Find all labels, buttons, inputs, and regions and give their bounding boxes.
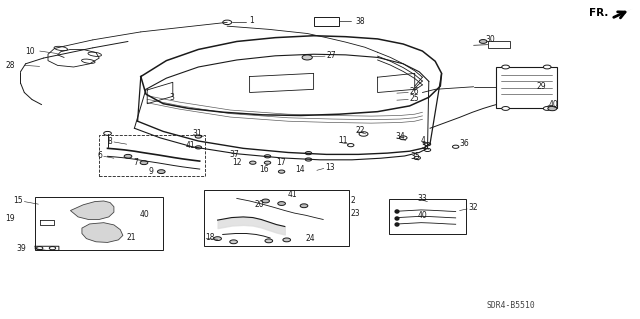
Text: 13: 13 [325, 163, 335, 172]
Circle shape [195, 135, 202, 138]
Text: 38: 38 [355, 17, 365, 26]
Text: 1: 1 [250, 16, 254, 25]
Circle shape [262, 199, 269, 203]
Text: 2: 2 [351, 196, 355, 204]
Bar [204, 190, 349, 246]
Text: 4: 4 [421, 137, 426, 145]
Text: 8: 8 [108, 137, 112, 146]
Circle shape [36, 247, 43, 250]
Circle shape [124, 154, 132, 158]
Circle shape [300, 204, 308, 208]
Text: 7: 7 [133, 158, 138, 167]
Text: 39: 39 [16, 244, 26, 253]
Text: 20: 20 [255, 200, 264, 209]
Text: 14: 14 [296, 165, 305, 174]
Text: 22: 22 [355, 126, 365, 135]
Circle shape [305, 158, 312, 161]
Text: 31: 31 [192, 129, 202, 138]
Circle shape [230, 240, 237, 244]
Bar [488, 41, 510, 48]
Ellipse shape [88, 52, 102, 56]
Circle shape [157, 170, 165, 174]
Circle shape [104, 131, 111, 135]
Text: 17: 17 [276, 158, 286, 167]
Circle shape [283, 238, 291, 242]
Text: 36: 36 [460, 139, 469, 148]
Text: 16: 16 [259, 165, 269, 174]
Circle shape [302, 55, 312, 60]
Text: 11: 11 [338, 137, 348, 145]
Circle shape [502, 107, 509, 110]
Text: 28: 28 [5, 61, 15, 70]
Text: 34: 34 [396, 132, 405, 141]
Circle shape [502, 65, 509, 69]
Text: 37: 37 [229, 150, 239, 159]
Circle shape [49, 247, 56, 250]
Text: 40: 40 [140, 210, 149, 219]
Text: 26: 26 [410, 87, 419, 96]
Circle shape [305, 152, 312, 155]
Circle shape [195, 146, 202, 149]
Text: 3: 3 [170, 93, 175, 102]
Text: 29: 29 [536, 82, 546, 91]
Text: 35: 35 [411, 152, 420, 161]
Text: 32: 32 [468, 204, 478, 212]
Circle shape [359, 132, 368, 136]
Circle shape [452, 145, 459, 148]
Text: 23: 23 [351, 209, 360, 218]
Polygon shape [70, 201, 114, 219]
Text: 27: 27 [326, 51, 336, 60]
Circle shape [250, 161, 256, 164]
Text: 40: 40 [549, 100, 559, 109]
Text: FR.: FR. [589, 8, 608, 19]
Text: 5: 5 [421, 142, 426, 151]
Text: 6: 6 [97, 151, 102, 160]
Text: 15: 15 [13, 197, 22, 205]
Circle shape [348, 144, 354, 147]
Polygon shape [613, 9, 632, 18]
Text: 19: 19 [5, 214, 15, 223]
Circle shape [414, 156, 420, 160]
Circle shape [543, 107, 551, 110]
Circle shape [479, 40, 487, 43]
Bar [496, 67, 557, 108]
Ellipse shape [81, 59, 95, 63]
Circle shape [424, 143, 431, 146]
Circle shape [214, 237, 221, 241]
Text: 40: 40 [417, 211, 427, 220]
Circle shape [140, 161, 148, 165]
Text: 10: 10 [26, 47, 35, 56]
Text: 9: 9 [148, 167, 154, 176]
Polygon shape [82, 223, 123, 242]
Circle shape [548, 106, 557, 111]
Bar [314, 17, 339, 26]
Text: 18: 18 [205, 233, 214, 242]
Circle shape [543, 65, 551, 69]
Bar [35, 197, 163, 250]
Bar [99, 135, 205, 176]
Ellipse shape [54, 46, 68, 51]
Circle shape [399, 136, 407, 140]
Circle shape [223, 20, 232, 25]
Circle shape [265, 239, 273, 243]
Text: 30: 30 [485, 35, 495, 44]
Circle shape [278, 202, 285, 205]
Circle shape [424, 148, 431, 152]
Circle shape [264, 161, 271, 164]
Text: 41: 41 [288, 190, 298, 199]
Bar [389, 199, 466, 234]
Text: 25: 25 [410, 94, 419, 103]
Text: SDR4-B5510: SDR4-B5510 [486, 301, 535, 310]
Circle shape [264, 155, 271, 158]
Text: 24: 24 [306, 234, 316, 243]
Text: 33: 33 [417, 194, 427, 203]
Text: 21: 21 [127, 233, 136, 242]
Text: 12: 12 [232, 158, 242, 167]
Text: 41: 41 [186, 141, 195, 150]
Circle shape [278, 170, 285, 173]
